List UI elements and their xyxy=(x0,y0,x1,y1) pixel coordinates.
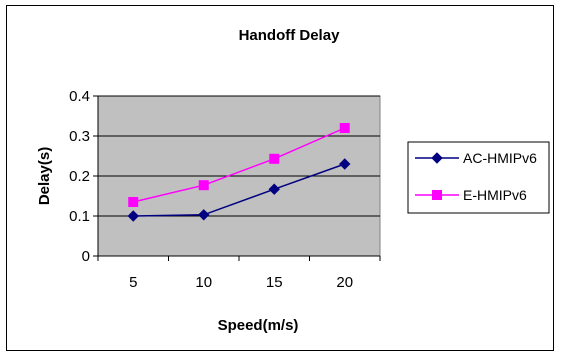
x-tick-label: 15 xyxy=(266,274,283,291)
series-ac-hmipv6 xyxy=(127,158,351,222)
y-axis-title: Delay(s) xyxy=(36,147,53,205)
data-point xyxy=(339,123,350,133)
x-axis-title: Speed(m/s) xyxy=(218,317,299,334)
y-tick-label: 0.4 xyxy=(69,88,90,105)
y-tick-labels: 0 0.1 0.2 0.3 0.4 xyxy=(69,88,90,265)
data-point xyxy=(268,183,280,195)
legend-items: AC-HMIPv6 E-HMIPv6 xyxy=(415,150,537,203)
chart-title: Handoff Delay xyxy=(239,27,341,44)
series-line xyxy=(133,127,346,203)
legend: AC-HMIPv6 E-HMIPv6 xyxy=(407,141,550,214)
data-point xyxy=(339,158,351,170)
legend-box xyxy=(407,141,550,214)
x-tick-label: 10 xyxy=(195,274,212,291)
data-point xyxy=(198,180,209,191)
x-tick-label: 20 xyxy=(336,274,353,291)
x-tick-label: 5 xyxy=(129,274,137,291)
series-line xyxy=(133,163,346,217)
data-point xyxy=(128,197,139,207)
series-layer xyxy=(127,123,351,222)
data-point xyxy=(198,209,210,221)
legend-marker xyxy=(431,152,443,164)
y-tick-label: 0 xyxy=(82,248,90,265)
axes xyxy=(97,96,381,261)
y-tick-label: 0.2 xyxy=(69,168,90,185)
legend-label: AC-HMIPv6 xyxy=(463,150,537,166)
y-tick-label: 0.3 xyxy=(69,128,90,145)
legend-label: E-HMIPv6 xyxy=(463,187,527,203)
x-tick-labels: 5 10 15 20 xyxy=(129,274,353,291)
series-e-hmipv6 xyxy=(128,123,350,207)
data-point xyxy=(269,153,280,164)
data-point xyxy=(127,210,139,222)
legend-marker xyxy=(432,190,442,200)
y-tick-label: 0.1 xyxy=(69,208,90,225)
